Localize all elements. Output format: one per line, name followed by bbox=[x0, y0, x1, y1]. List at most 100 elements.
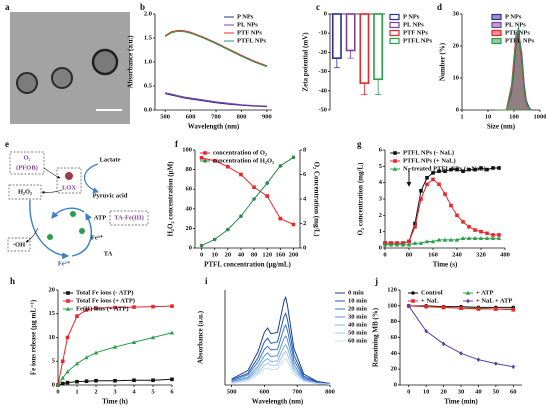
x-tick-label: 120 bbox=[262, 251, 272, 258]
legend-swatch bbox=[389, 29, 400, 37]
x-tick-label: 10 bbox=[423, 388, 430, 395]
x-tick-label: 800 bbox=[325, 388, 335, 395]
marker bbox=[442, 237, 448, 242]
marker bbox=[113, 378, 117, 383]
y-tick-label: 1 bbox=[379, 228, 382, 235]
y-tick-label: 5 bbox=[52, 358, 56, 365]
marker bbox=[467, 224, 471, 229]
line bbox=[57, 378, 173, 386]
mechanism-diagram: e O₂ (PFOB) LOX Lactate Pyruvic acid H₂O… bbox=[5, 139, 149, 267]
legend-label: Control bbox=[421, 289, 443, 296]
x-tick-label: 3 bbox=[113, 388, 117, 395]
y-tick-label: 0 bbox=[52, 381, 55, 388]
marker bbox=[431, 171, 435, 175]
legend-label: P NPs bbox=[237, 13, 254, 20]
y-tick-label: -50 bbox=[318, 106, 327, 113]
marker bbox=[131, 340, 137, 345]
x-tick-label: 0 bbox=[407, 388, 410, 395]
marker bbox=[406, 242, 412, 247]
marker bbox=[278, 164, 283, 168]
marker bbox=[84, 308, 89, 312]
marker bbox=[112, 344, 118, 349]
marker bbox=[151, 378, 155, 383]
marker bbox=[75, 379, 79, 384]
legend-marker bbox=[66, 299, 70, 303]
marker bbox=[65, 380, 70, 385]
y-tick-label: 30 bbox=[453, 10, 460, 17]
legend-label: Total Fe ions (- ATP) bbox=[76, 289, 133, 296]
marker bbox=[170, 304, 174, 308]
marker bbox=[94, 306, 98, 310]
marker bbox=[437, 182, 441, 187]
y-tick-label: -30 bbox=[318, 68, 327, 75]
legend-label: PTFL NPs (+ NaL) bbox=[403, 157, 456, 164]
x-tick-label: 240 bbox=[452, 251, 462, 258]
marker bbox=[511, 364, 516, 370]
y-tick-label: 4 bbox=[379, 179, 383, 186]
marker bbox=[418, 240, 424, 245]
legend-label: 20 min bbox=[348, 305, 367, 312]
y-tick-label: 60 bbox=[391, 334, 398, 341]
node-label: O₂ bbox=[23, 154, 30, 161]
x-axis-label: Size (nm) bbox=[487, 123, 516, 131]
legend-label: + NaL bbox=[421, 297, 439, 304]
marker bbox=[278, 216, 283, 221]
node-label: Fe³⁺ bbox=[91, 234, 104, 241]
y-tick-label: 0.5 bbox=[144, 82, 153, 89]
marker bbox=[424, 328, 428, 334]
line bbox=[201, 157, 294, 225]
marker bbox=[424, 304, 428, 309]
legend-label: + ATP bbox=[476, 289, 494, 296]
y-tick-label: 100 bbox=[387, 302, 397, 309]
marker bbox=[443, 169, 447, 174]
marker bbox=[252, 185, 256, 190]
marker bbox=[497, 166, 501, 170]
legend-label: PTF NPs bbox=[505, 29, 530, 36]
marker bbox=[113, 305, 117, 310]
x-tick-label: 6 bbox=[170, 388, 174, 395]
legend-label: PTFL NPs bbox=[403, 37, 433, 44]
panel-label: c bbox=[316, 2, 320, 12]
panel-label: a bbox=[5, 2, 10, 12]
marker bbox=[65, 369, 70, 374]
legend-swatch bbox=[491, 29, 502, 37]
y2-tick-label: 2 bbox=[303, 220, 306, 227]
x-axis-label: Wavelength (nm) bbox=[252, 398, 304, 406]
y-tick-label: -40 bbox=[318, 87, 327, 94]
panel-label: h bbox=[10, 276, 15, 286]
legend-label: P NPs bbox=[403, 13, 420, 20]
marker bbox=[265, 181, 269, 185]
x-tick-label: 20 bbox=[440, 388, 447, 395]
x-tick-label: 80 bbox=[251, 251, 258, 258]
y-tick-label: 0.0 bbox=[144, 106, 152, 113]
legend-marker bbox=[465, 290, 471, 295]
x-tick-label: 160 bbox=[428, 251, 438, 258]
marker bbox=[239, 172, 243, 177]
y-tick-label: 3 bbox=[379, 195, 383, 202]
marker bbox=[382, 242, 388, 247]
marker bbox=[425, 182, 429, 187]
line bbox=[57, 332, 173, 386]
y-tick-label: -20 bbox=[318, 49, 327, 56]
y-tick-label: 60 bbox=[186, 186, 193, 193]
y-tick-label: 20 bbox=[186, 225, 193, 232]
marker bbox=[419, 197, 423, 201]
error-bar bbox=[375, 79, 382, 96]
x-tick-label: 10 bbox=[485, 113, 492, 120]
x-tick-label: 700 bbox=[292, 388, 302, 395]
marker bbox=[419, 189, 423, 193]
legend-marker bbox=[393, 151, 397, 155]
error-bar bbox=[333, 58, 340, 69]
legend-swatch bbox=[389, 21, 400, 29]
marker bbox=[476, 307, 481, 311]
y-tick-label: 120 bbox=[387, 286, 397, 293]
panel-label: b bbox=[140, 2, 145, 12]
y2-tick-label: 8 bbox=[303, 146, 307, 153]
legend-label: PL NPs bbox=[403, 21, 424, 28]
legend-label: 40 min bbox=[348, 321, 367, 328]
marker bbox=[496, 236, 502, 240]
bar bbox=[345, 13, 356, 52]
x-tick-label: 0 bbox=[383, 251, 386, 258]
marker bbox=[467, 167, 471, 172]
marker bbox=[436, 237, 442, 242]
